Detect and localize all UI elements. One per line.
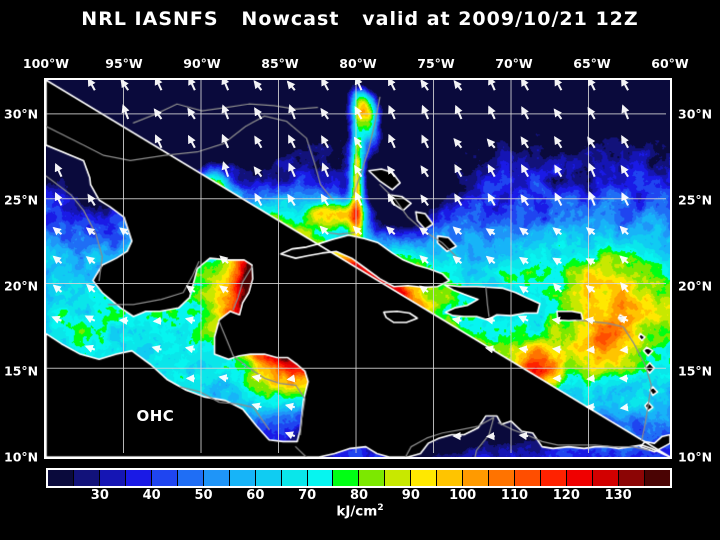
lat-tick-right-1: 25°N	[678, 192, 713, 208]
colorbar-cell-23	[644, 470, 670, 486]
lon-tick-1: 95°W	[105, 56, 143, 71]
colorbar	[46, 468, 672, 488]
colorbar-cell-8	[255, 470, 282, 486]
lat-tick-left-2: 20°N	[4, 278, 39, 294]
colorbar-tick-110: 110	[500, 488, 529, 503]
colorbar-cell-11	[333, 470, 360, 486]
colorbar-cell-10	[307, 470, 334, 486]
lat-tick-right-4: 10°N	[678, 449, 713, 465]
colorbar-cell-17	[489, 470, 516, 486]
lon-tick-8: 60°W	[651, 56, 689, 71]
colorbar-cell-4	[151, 470, 178, 486]
colorbar-cell-0	[48, 470, 74, 486]
lat-tick-right-2: 20°N	[678, 278, 713, 294]
colorbar-tick-100: 100	[449, 488, 477, 503]
colorbar-cell-12	[359, 470, 386, 486]
lon-tick-0: 100°W	[22, 56, 70, 71]
colorbar-cell-6	[203, 470, 230, 486]
colorbar-tick-50: 50	[194, 488, 213, 503]
lon-tick-2: 90°W	[183, 56, 221, 71]
colorbar-tick-labels: 30 40 50 60 70 80 90 100 110 120 130	[0, 488, 720, 506]
lat-tick-right-3: 15°N	[678, 363, 713, 379]
colorbar-tick-40: 40	[142, 488, 161, 503]
colorbar-cell-19	[541, 470, 568, 486]
colorbar-tick-80: 80	[349, 488, 369, 503]
lon-tick-6: 70°W	[495, 56, 533, 71]
lon-tick-5: 75°W	[417, 56, 455, 71]
colorbar-tick-130: 130	[604, 488, 632, 503]
lat-tick-left-4: 10°N	[4, 449, 39, 465]
colorbar-cell-2	[99, 470, 126, 486]
current-vector-field	[51, 80, 630, 441]
ohc-overlay-label: OHC	[136, 407, 175, 426]
lat-tick-left-3: 15°N	[4, 363, 39, 379]
lat-tick-right-0: 30°N	[678, 106, 713, 122]
colorbar-cell-21	[593, 470, 619, 486]
figure-title: NRL IASNFS Nowcast valid at 2009/10/21 1…	[81, 8, 639, 30]
colorbar-cell-7	[229, 470, 256, 486]
colorbar-cell-13	[385, 470, 412, 486]
colorbar-cell-14	[411, 470, 438, 486]
colorbar-tick-60: 60	[246, 488, 265, 503]
colorbar-cell-1	[73, 470, 100, 486]
colorbar-cell-9	[281, 470, 308, 486]
colorbar-tick-120: 120	[552, 488, 580, 503]
colorbar-cell-5	[177, 470, 204, 486]
colorbar-cell-16	[463, 470, 490, 486]
lon-tick-4: 80°W	[339, 56, 377, 71]
lon-tick-7: 65°W	[573, 56, 611, 71]
lat-tick-left-0: 30°N	[4, 106, 39, 122]
colorbar-cell-22	[618, 470, 645, 486]
colorbar-cell-3	[125, 470, 152, 486]
colorbar-tick-70: 70	[298, 488, 317, 503]
longitude-axis-top: 100°W 95°W 90°W 85°W 80°W 75°W 70°W 65°W 60°W	[0, 56, 720, 72]
colorbar-cell-15	[437, 470, 464, 486]
colorbar-cell-20	[567, 470, 594, 486]
colorbar-tick-90: 90	[401, 488, 420, 503]
lat-tick-left-1: 25°N	[4, 192, 39, 208]
lon-tick-3: 85°W	[261, 56, 299, 71]
colorbar-unit-label: kJ/cm2	[336, 503, 384, 520]
colorbar-cell-18	[515, 470, 542, 486]
map-plot-area: OHC	[44, 78, 672, 459]
colorbar-tick-30: 30	[90, 488, 109, 503]
